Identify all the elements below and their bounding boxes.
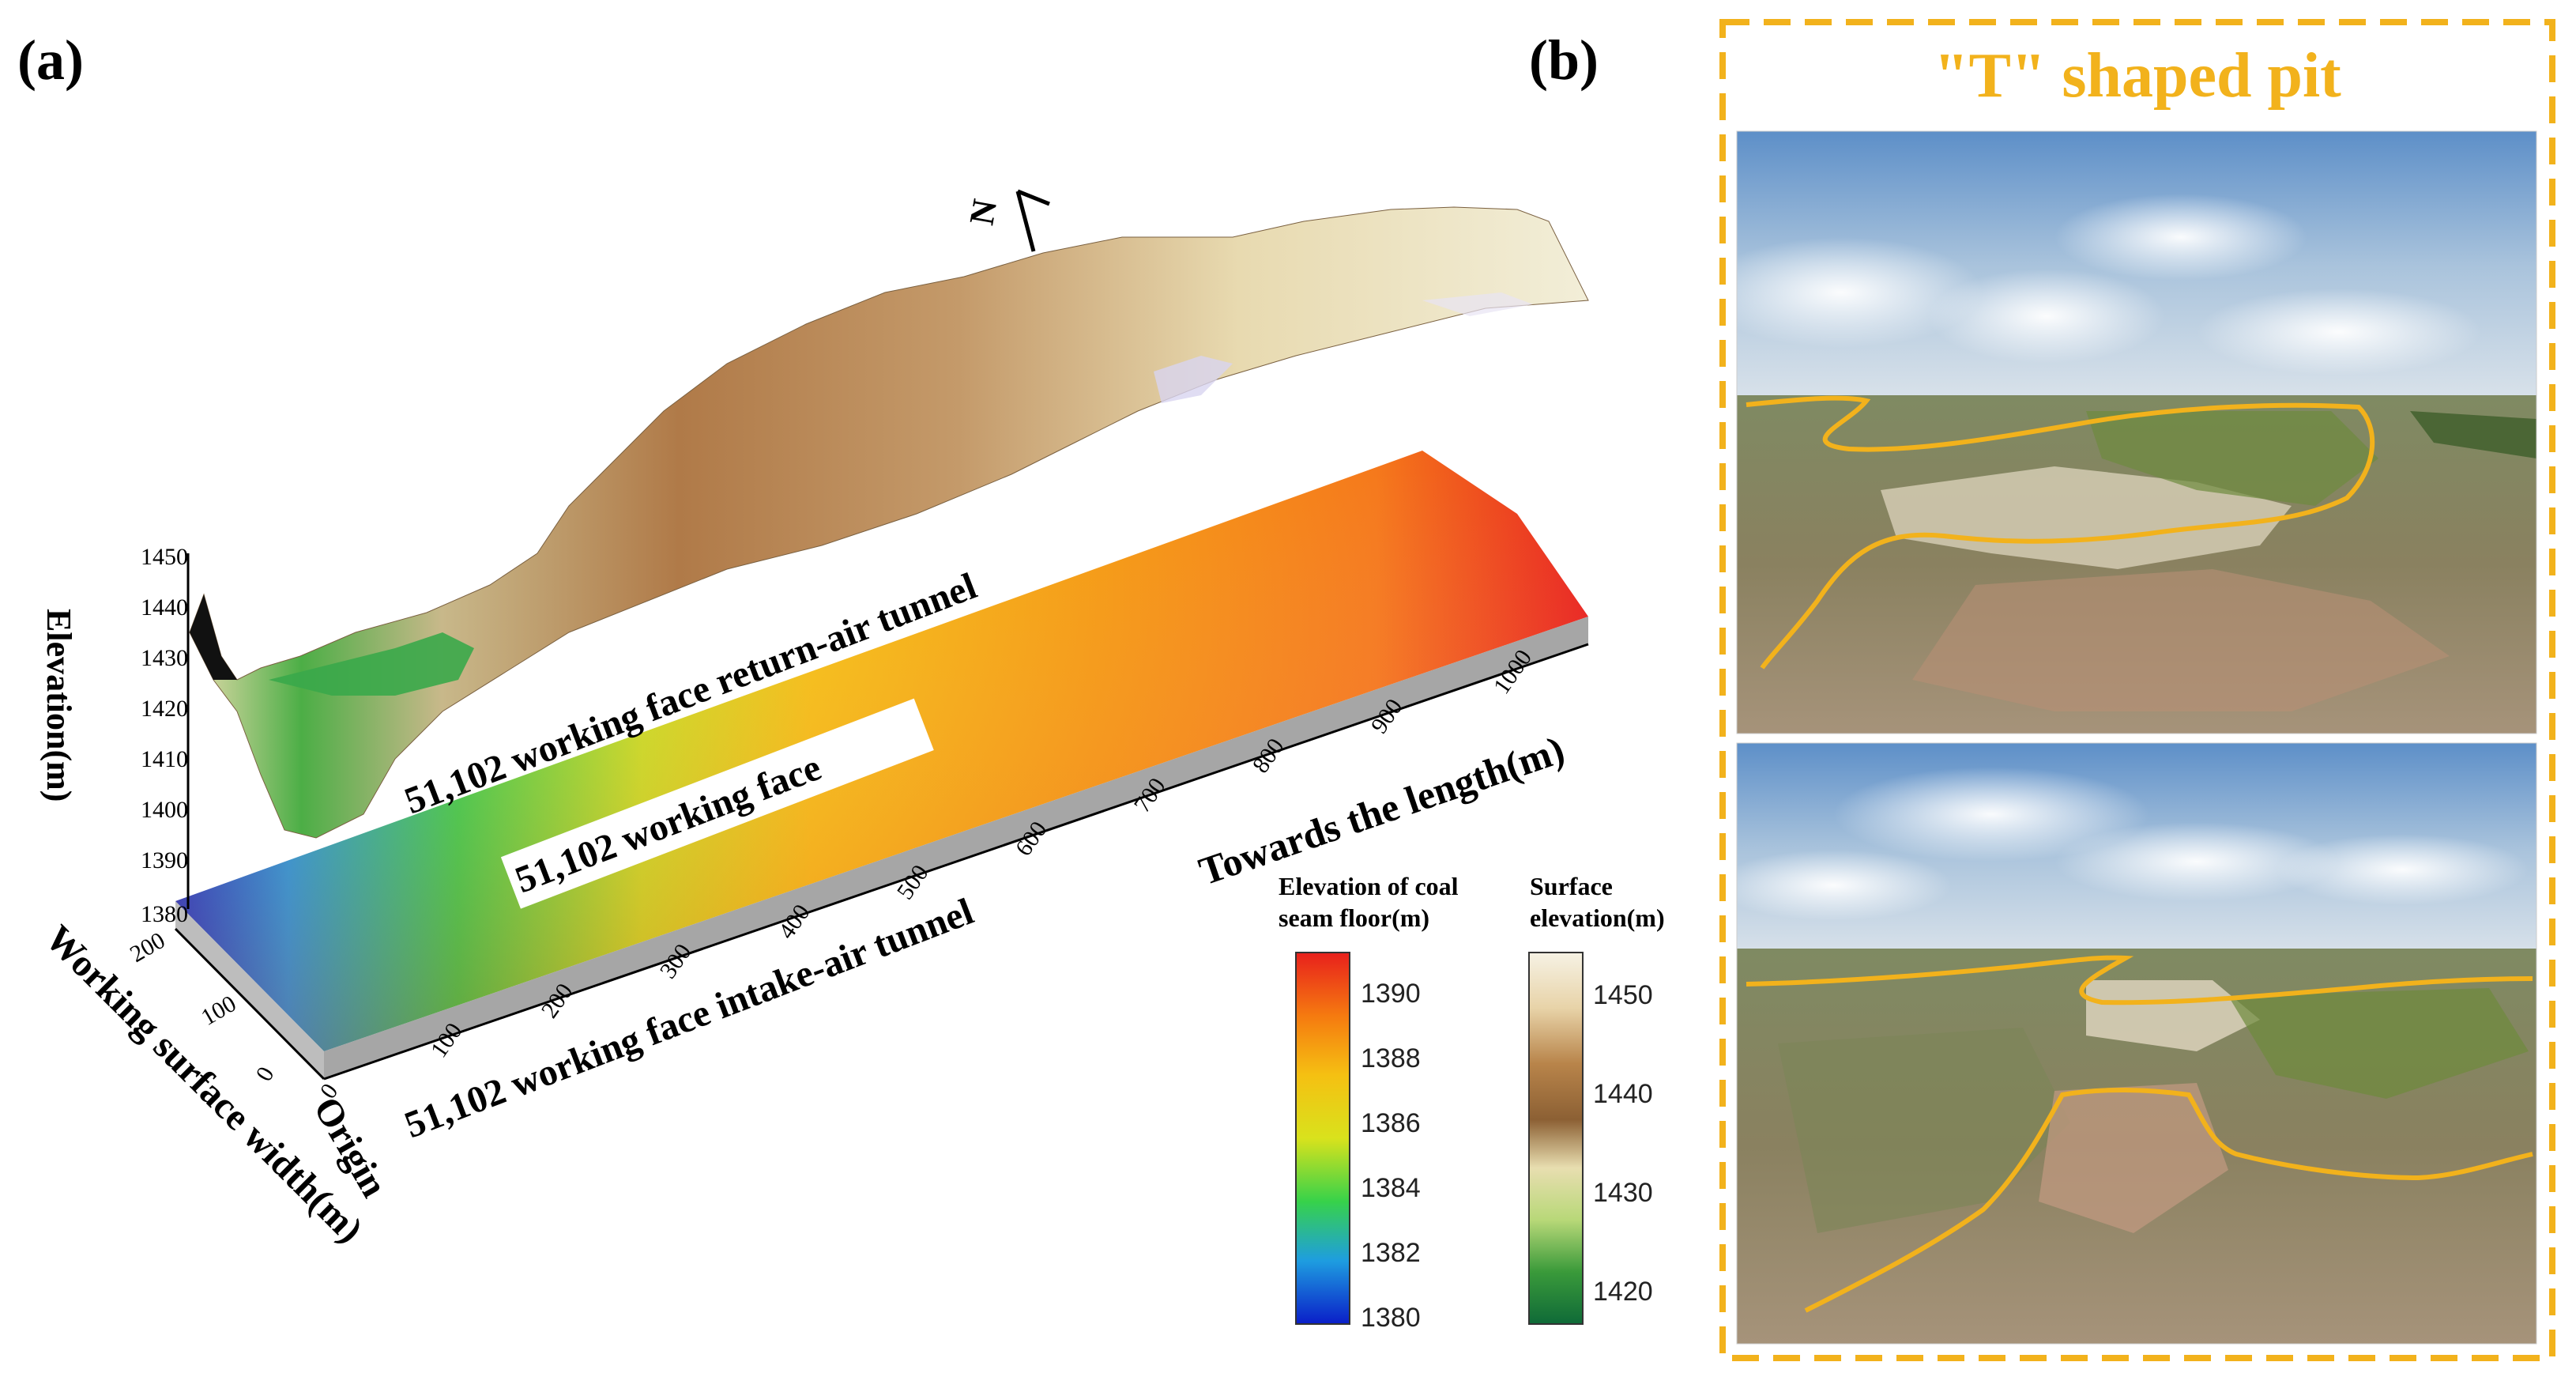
colorbar-floor-tick: 1390 <box>1361 979 1421 1009</box>
panel-b-frame <box>1719 19 2555 1361</box>
colorbar-surface-title-2: elevation(m) <box>1530 904 1665 932</box>
z-tick: 1380 <box>141 901 188 927</box>
colorbar-floor-tick: 1382 <box>1361 1238 1421 1268</box>
panel-b-label: (b) <box>1529 28 1599 92</box>
colorbar-floor-tick: 1380 <box>1361 1303 1421 1333</box>
colorbar-floor-tick: 1384 <box>1361 1173 1421 1203</box>
colorbar-floor-tick: 1386 <box>1361 1108 1421 1138</box>
pit-outline-bottom-lower <box>1804 1087 2533 1313</box>
y-tick: 0 <box>250 1062 279 1085</box>
colorbar-surface: Surface elevation(m) 1450 1440 1430 1420 <box>1528 872 1665 1325</box>
z-tick: 1440 <box>141 594 188 621</box>
y-tick: 100 <box>197 990 240 1031</box>
colorbar-floor-title-1: Elevation of coal <box>1279 872 1459 900</box>
surface-terrain <box>189 206 1589 839</box>
colorbar-surface-tick: 1430 <box>1593 1178 1653 1208</box>
colorbar-surface-title-1: Surface <box>1530 872 1613 900</box>
z-tick: 1450 <box>141 544 188 570</box>
north-label: N <box>962 196 1005 228</box>
panel-a-label: (a) <box>17 28 84 92</box>
photo-bottom <box>1736 742 2537 1345</box>
z-axis-title: Elevation(m) <box>40 609 78 802</box>
panel-b-title: "T" shaped pit <box>1934 41 2341 111</box>
colorbar-floor-tick: 1388 <box>1361 1043 1421 1073</box>
z-tick: 1430 <box>141 645 188 671</box>
colorbar-floor: Elevation of coal seam floor(m) 1390 138… <box>1279 872 1459 1333</box>
z-tick: 1400 <box>141 797 188 823</box>
z-tick: 1420 <box>141 696 188 722</box>
z-axis: 1380 1390 1400 1410 1420 1430 1440 1450 … <box>40 544 190 927</box>
pit-outline-top <box>1746 395 2375 670</box>
z-tick: 1390 <box>141 847 188 873</box>
colorbar-floor-title-2: seam floor(m) <box>1279 904 1429 932</box>
pit-outline-bottom-upper <box>1746 955 2533 1005</box>
colorbar-surface-tick: 1440 <box>1593 1079 1653 1109</box>
colorbar-surface-tick: 1450 <box>1593 980 1653 1010</box>
north-arrow-icon: N <box>962 189 1050 252</box>
photo-top <box>1736 130 2537 734</box>
z-tick: 1410 <box>141 746 188 772</box>
colorbar-surface-tick: 1420 <box>1593 1277 1653 1307</box>
y-tick: 200 <box>126 927 169 968</box>
